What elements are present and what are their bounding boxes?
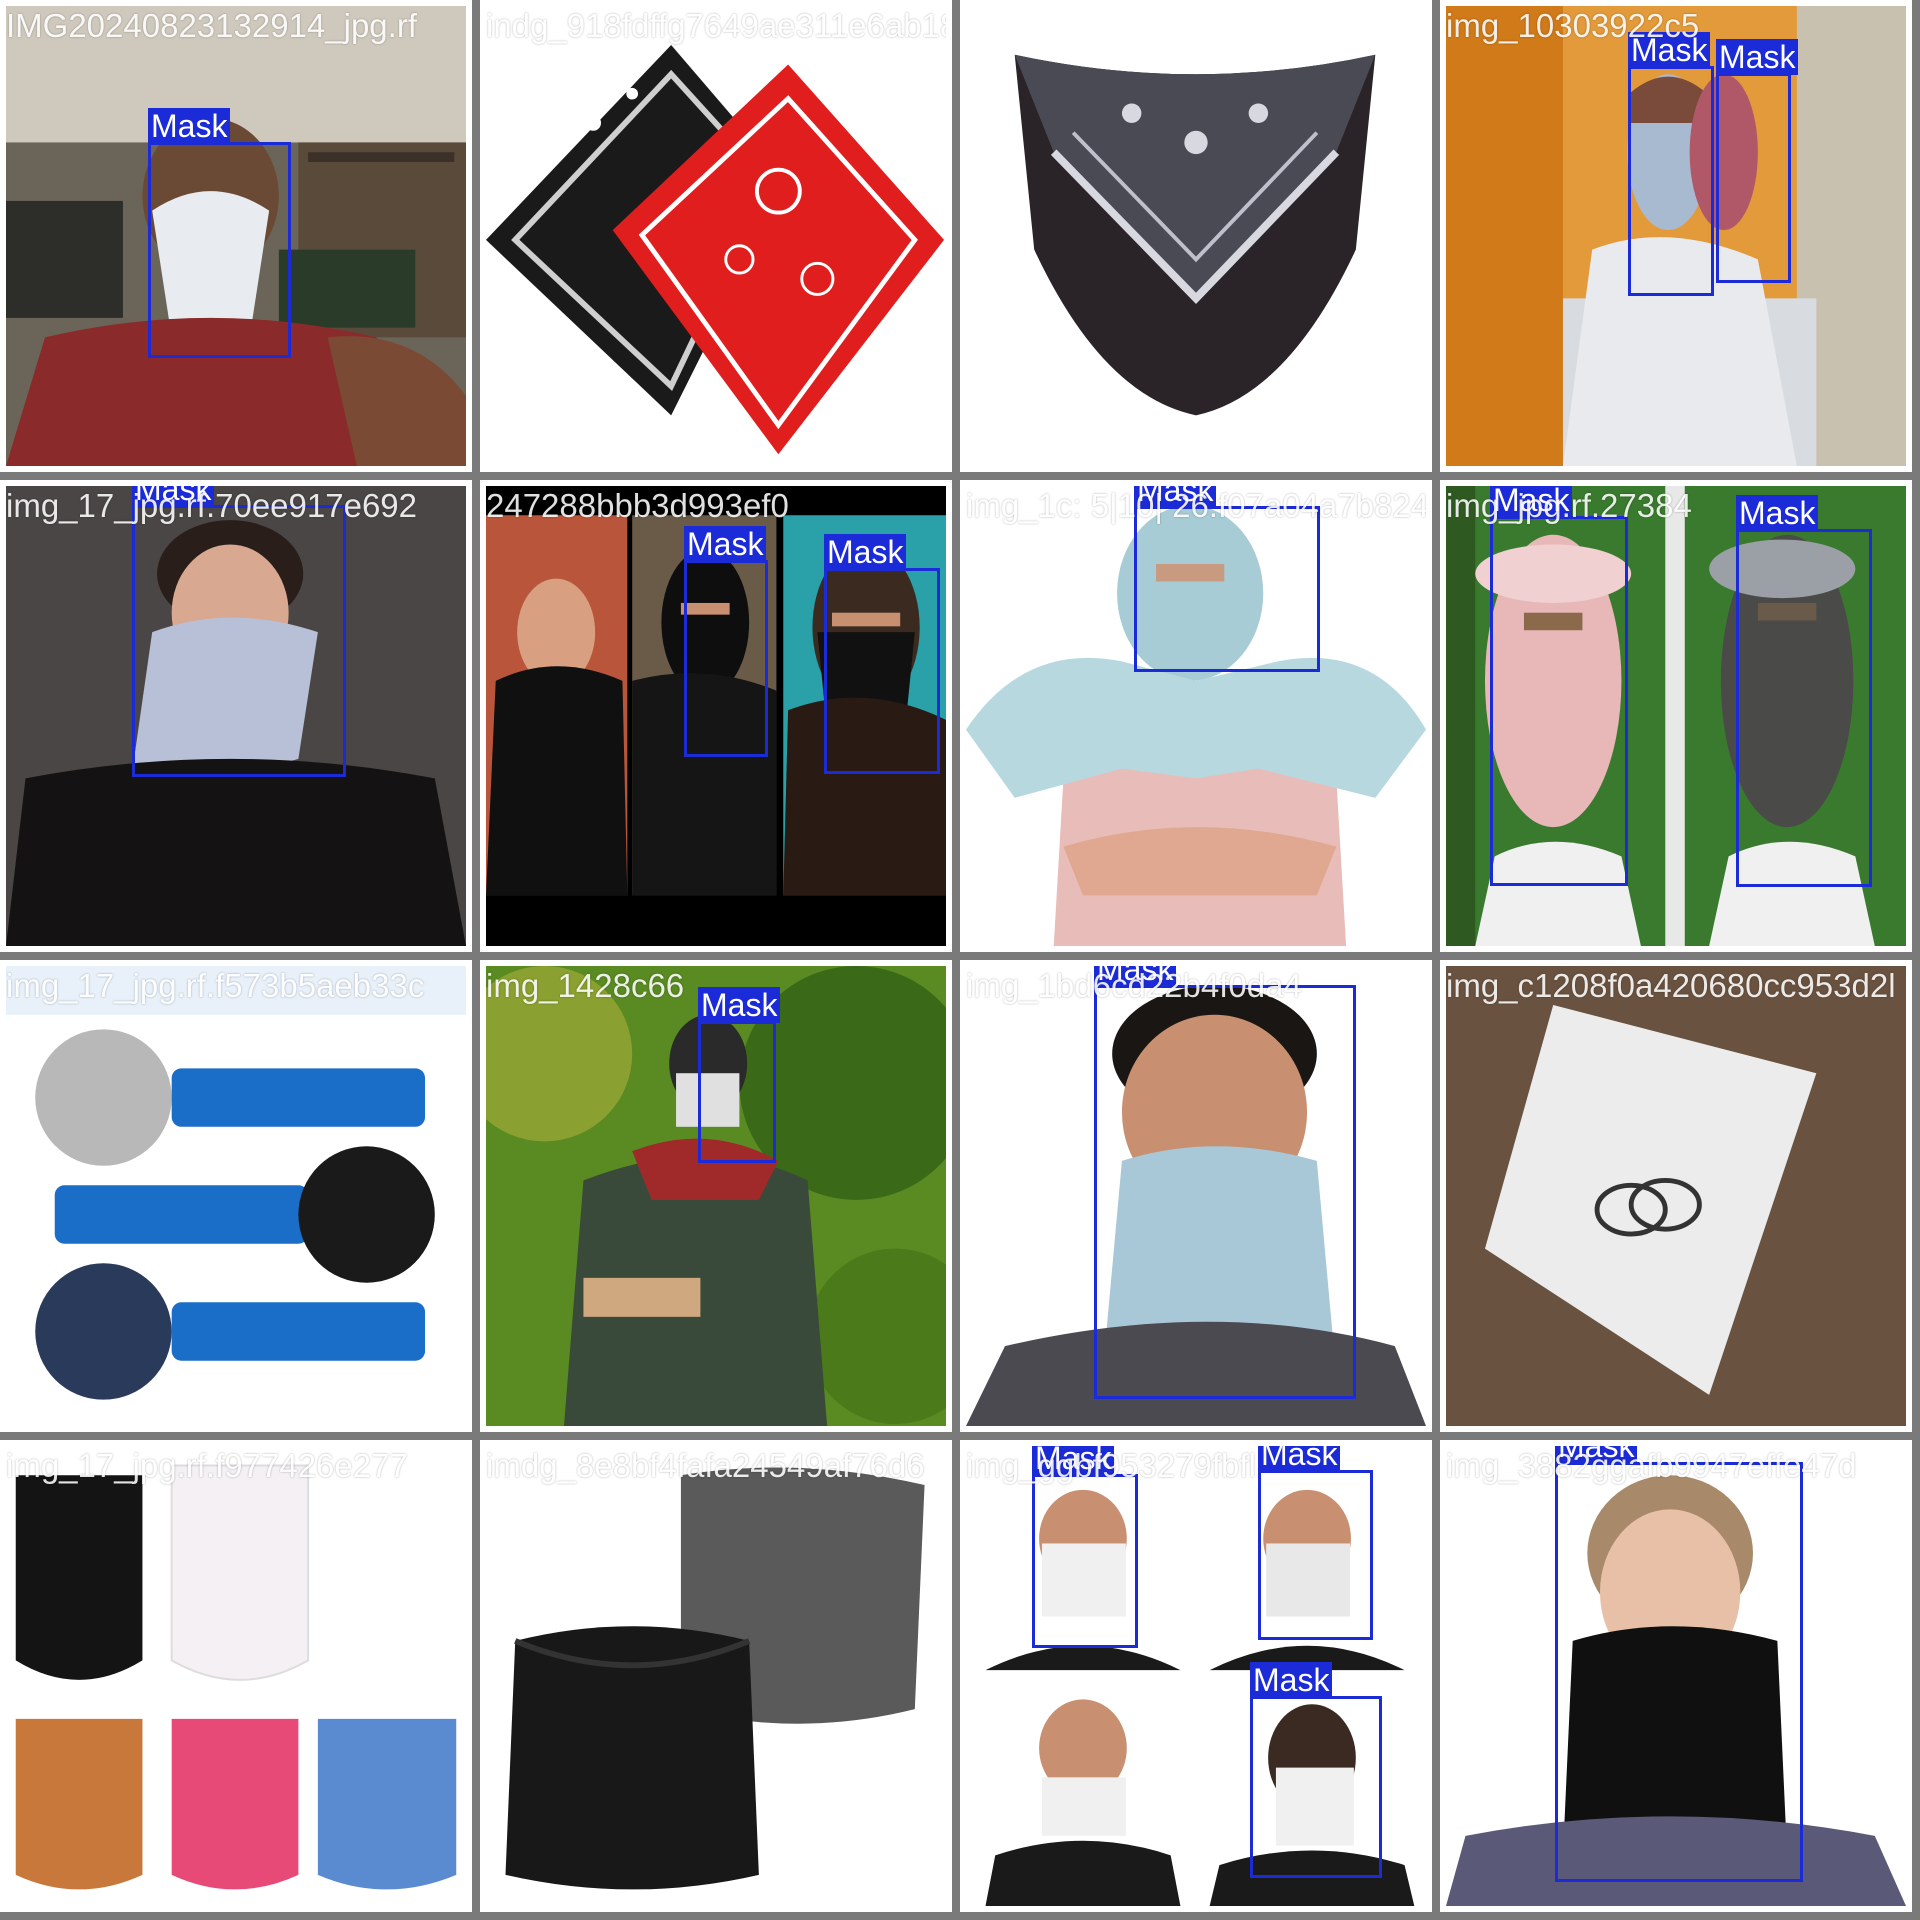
photo — [486, 6, 946, 466]
image-tile: indg_918fdffg7649ae311e6ab18ba5f82459997… — [480, 0, 952, 472]
bbox-label: Mask — [698, 987, 781, 1023]
bbox-label: Mask — [1094, 966, 1177, 987]
image-tile: img_1428c66 Mask — [480, 960, 952, 1432]
bbox-label: Mask — [824, 534, 907, 570]
image-tile: img_jpg.rf.27384 Mask Mask — [1440, 480, 1912, 952]
bbox-label: Mask — [1258, 1446, 1341, 1472]
photo — [966, 6, 1426, 466]
image-tile: imdg_8e8bf4fafa24549af76d6 — [480, 1440, 952, 1912]
image-tile: img_10303922c5 Mask Mask — [1440, 0, 1912, 472]
mask-bbox: Mask — [1716, 39, 1799, 283]
image-tile: 247288bbb3d993ef0 Mask Mask — [480, 480, 952, 952]
bbox-label: Mask — [1736, 495, 1819, 531]
photo — [486, 486, 946, 946]
image-tile: img_17_jpg.rf.f977426e277 — [0, 1440, 472, 1912]
image-tile: img_17_jpg.rf.f573b5aeb33c — [0, 960, 472, 1432]
bbox-label: Mask — [1032, 1446, 1115, 1476]
bbox-label: Mask — [1628, 32, 1711, 68]
bbox-label: Mask — [148, 108, 231, 144]
photo — [966, 966, 1426, 1426]
bbox-label: Mask — [1716, 39, 1799, 75]
photo — [6, 486, 466, 946]
image-tile: img_17_jpg.rf.70ee917e692 Mask — [0, 480, 472, 952]
mask-bbox: Mask — [1555, 1446, 1803, 1882]
photo — [1446, 1446, 1906, 1906]
image-tile: IMG20240823132914_jpg.rf Mask — [0, 0, 472, 472]
mask-bbox: Mask — [1250, 1662, 1382, 1878]
image-tile: img_c1208f0a420680cc953d2l — [1440, 960, 1912, 1432]
photo — [966, 486, 1426, 946]
mask-bbox: Mask — [148, 108, 291, 358]
mask-bbox: Mask — [1134, 486, 1320, 672]
bbox-label: Mask — [1250, 1662, 1333, 1698]
bbox-label: Mask — [1555, 1446, 1638, 1464]
bbox-label: Mask — [132, 486, 215, 507]
mask-bbox: Mask — [1490, 486, 1628, 886]
mask-bbox: Mask — [824, 534, 940, 774]
bbox-label: Mask — [1490, 486, 1573, 518]
mask-bbox: Mask — [1032, 1446, 1138, 1648]
image-tile: img_1bd6cd22b4f0da4 Mask — [960, 960, 1432, 1432]
image-tile: img_1c: 5|10| 26.f07a04a7b824 Mask — [960, 480, 1432, 952]
mask-bbox: Mask — [1736, 495, 1872, 887]
photo — [1446, 966, 1906, 1426]
mask-bbox: Mask — [684, 526, 768, 757]
photo — [486, 966, 946, 1426]
image-tile: img_3882ggafb9947effe47d Mask — [1440, 1440, 1912, 1912]
photo — [1446, 486, 1906, 946]
mask-bbox: Mask — [1628, 32, 1714, 296]
image-tile: img_ggbf953279fbfl Mask Mask Mask — [960, 1440, 1432, 1912]
mask-bbox: Mask — [698, 987, 781, 1163]
photo — [6, 6, 466, 466]
mask-bbox: Mask — [132, 486, 346, 777]
photo — [966, 1446, 1426, 1906]
bbox-label: Mask — [684, 526, 767, 562]
photo — [6, 1446, 466, 1906]
bbox-label: Mask — [1134, 486, 1217, 508]
mask-bbox: Mask — [1094, 966, 1356, 1399]
mask-bbox: Mask — [1258, 1446, 1373, 1640]
image-tile — [960, 0, 1432, 472]
photo — [1446, 6, 1906, 466]
photo — [486, 1446, 946, 1906]
photo — [6, 966, 466, 1426]
